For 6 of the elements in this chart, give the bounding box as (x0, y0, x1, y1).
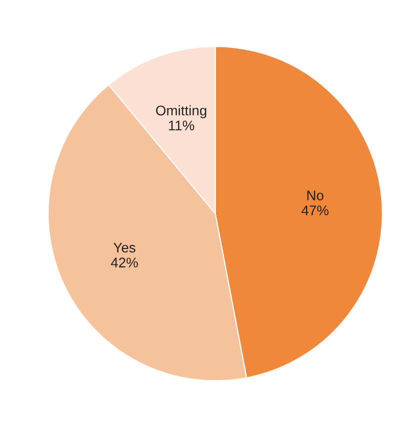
data-label: 47% (302, 206, 329, 216)
slice-label: Yes (113, 242, 136, 253)
data-label: 42% (110, 258, 138, 268)
slice-label: Omitting (156, 105, 206, 118)
slice-label: No (307, 190, 324, 200)
data-label: 11% (168, 120, 194, 130)
